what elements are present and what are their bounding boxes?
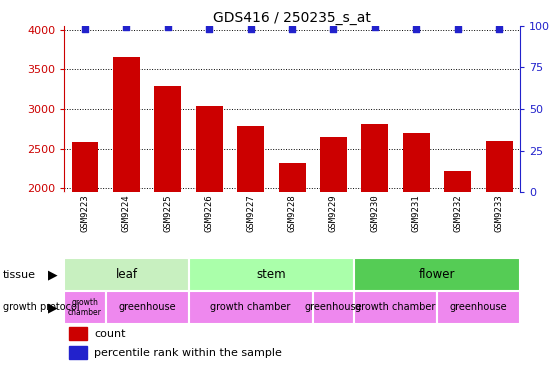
Text: GSM9230: GSM9230 xyxy=(371,194,380,232)
Bar xyxy=(106,291,188,324)
Text: GSM9223: GSM9223 xyxy=(80,194,89,232)
Bar xyxy=(113,57,140,192)
Bar xyxy=(403,134,430,192)
Point xyxy=(122,25,131,30)
Bar xyxy=(188,291,313,324)
Text: count: count xyxy=(94,329,125,339)
Bar xyxy=(196,106,222,192)
Point xyxy=(495,26,504,32)
Bar xyxy=(320,138,347,192)
Point xyxy=(288,26,297,32)
Text: tissue: tissue xyxy=(3,269,36,280)
Title: GDS416 / 250235_s_at: GDS416 / 250235_s_at xyxy=(213,11,371,25)
Bar xyxy=(362,124,389,192)
Bar xyxy=(237,126,264,192)
Point xyxy=(205,26,214,32)
Text: GSM9225: GSM9225 xyxy=(163,194,172,232)
Text: GSM9229: GSM9229 xyxy=(329,194,338,232)
Bar xyxy=(72,142,98,192)
Bar xyxy=(64,291,106,324)
Text: GSM9233: GSM9233 xyxy=(495,194,504,232)
Text: growth chamber: growth chamber xyxy=(211,302,291,313)
Bar xyxy=(278,163,306,192)
Text: greenhouse: greenhouse xyxy=(449,302,507,313)
Bar xyxy=(354,258,520,291)
Point xyxy=(453,26,462,32)
Bar xyxy=(69,346,87,359)
Bar xyxy=(486,141,513,192)
Bar xyxy=(354,291,437,324)
Bar xyxy=(313,291,354,324)
Text: growth chamber: growth chamber xyxy=(356,302,436,313)
Point xyxy=(329,26,338,32)
Text: leaf: leaf xyxy=(115,268,138,281)
Text: stem: stem xyxy=(257,268,286,281)
Text: growth protocol: growth protocol xyxy=(3,302,79,313)
Text: greenhouse: greenhouse xyxy=(305,302,362,313)
Point xyxy=(246,26,255,32)
Text: percentile rank within the sample: percentile rank within the sample xyxy=(94,348,282,358)
Bar xyxy=(437,291,520,324)
Text: GSM9224: GSM9224 xyxy=(122,194,131,232)
Text: greenhouse: greenhouse xyxy=(119,302,176,313)
Point xyxy=(163,25,172,30)
Text: growth
chamber: growth chamber xyxy=(68,298,102,317)
Text: ▶: ▶ xyxy=(48,301,58,314)
Bar xyxy=(154,86,181,192)
Bar xyxy=(188,258,354,291)
Text: GSM9226: GSM9226 xyxy=(205,194,214,232)
Point xyxy=(412,26,421,32)
Text: flower: flower xyxy=(419,268,455,281)
Text: GSM9232: GSM9232 xyxy=(453,194,462,232)
Point xyxy=(371,25,380,30)
Bar xyxy=(69,326,87,340)
Text: GSM9228: GSM9228 xyxy=(287,194,297,232)
Text: GSM9227: GSM9227 xyxy=(246,194,255,232)
Bar xyxy=(64,258,188,291)
Text: GSM9231: GSM9231 xyxy=(412,194,421,232)
Text: ▶: ▶ xyxy=(48,268,58,281)
Bar xyxy=(444,171,471,192)
Point xyxy=(80,26,89,32)
